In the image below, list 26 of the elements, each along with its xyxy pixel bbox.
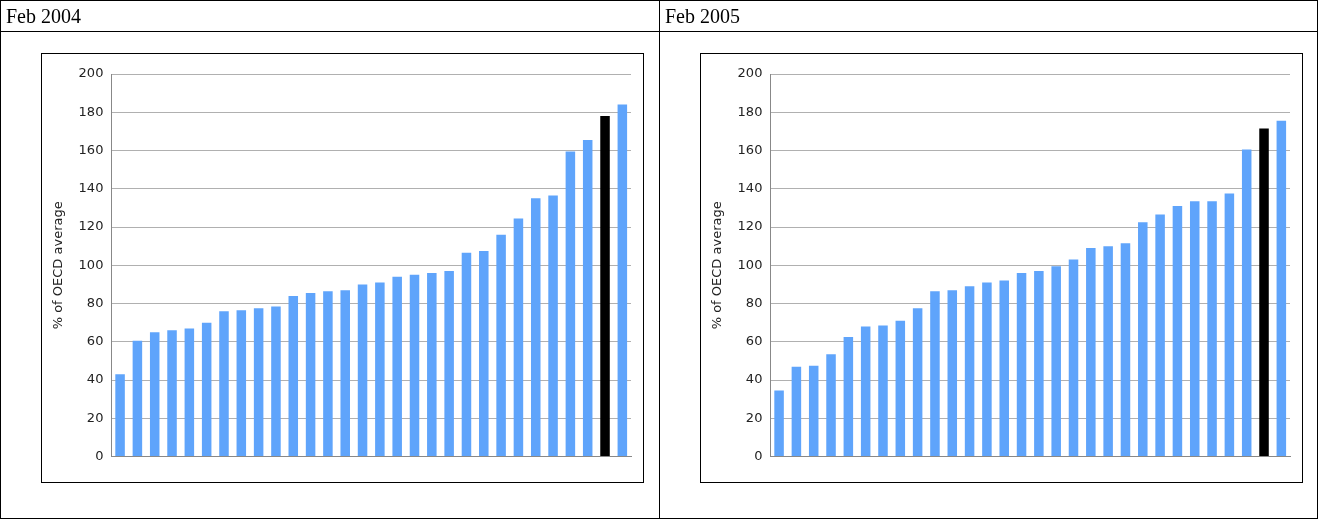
y-tick-label: 0 [754,447,763,463]
y-tick-label: 120 [78,218,104,234]
y-tick-label: 20 [745,409,763,425]
y-tick-label: 160 [78,141,104,157]
chart-title: Feb 2004 [1,1,659,32]
y-axis-title: % of OECD average [50,201,66,330]
y-tick-label: 160 [737,141,763,157]
y-tick-label: 120 [737,218,763,234]
y-tick-label: 20 [86,409,104,425]
y-tick-label: 180 [78,103,104,119]
chart-title: Feb 2005 [660,1,1317,32]
y-tick-label: 140 [78,180,104,196]
y-tick-label: 60 [86,333,104,349]
y-tick-label: 200 [737,65,763,81]
y-tick-label: 140 [737,180,763,196]
y-tick-label: 0 [95,447,104,463]
y-tick-label: 100 [737,256,763,272]
y-tick-label: 100 [78,256,104,272]
y-tick-label: 60 [745,333,763,349]
y-axis-title: % of OECD average [709,201,725,330]
y-tick-label: 180 [737,103,763,119]
y-tick-label: 80 [745,294,763,310]
y-tick-label: 200 [78,65,104,81]
y-tick-label: 40 [745,371,763,387]
y-tick-label: 80 [86,294,104,310]
y-tick-label: 40 [86,371,104,387]
